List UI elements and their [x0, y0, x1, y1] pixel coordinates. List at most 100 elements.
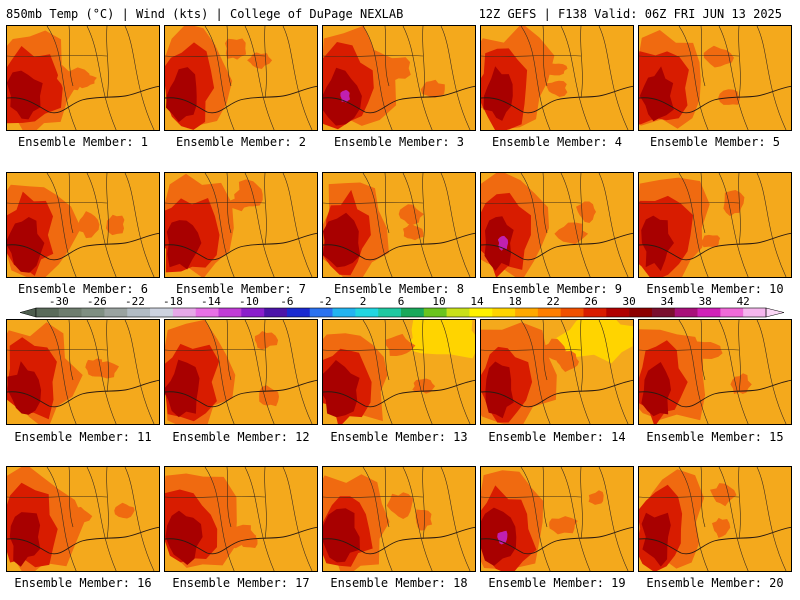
- colorbar-tick-label: 42: [737, 296, 750, 308]
- state-border: [323, 320, 425, 393]
- colorbar-segment: [423, 308, 447, 317]
- colorbar-segment: [629, 308, 653, 317]
- ensemble-member-label: Ensemble Member: 5: [649, 135, 781, 149]
- colorbar-segment: [515, 308, 539, 317]
- hottest-region: [323, 508, 360, 563]
- state-border: [639, 26, 741, 99]
- hottest-region: [639, 66, 674, 122]
- hot-patch: [544, 63, 568, 76]
- hot-patch: [73, 74, 97, 89]
- coastline: [639, 526, 791, 555]
- ensemble-member-label: Ensemble Member: 3: [333, 135, 465, 149]
- colorbar-segment: [401, 308, 425, 317]
- ensemble-member-map: [638, 466, 792, 572]
- colorbar-tick-label: -30: [49, 296, 69, 308]
- ensemble-member-map: [638, 25, 792, 131]
- hot-patch: [703, 45, 734, 68]
- ensemble-member-label: Ensemble Member: 12: [172, 430, 310, 444]
- hot-patch: [415, 509, 433, 531]
- ensemble-member-map: [480, 25, 634, 131]
- state-border: [165, 467, 267, 540]
- hot-patch: [712, 517, 731, 538]
- colorbar-high-arrow: [765, 307, 785, 318]
- colorbar-tick-label: -26: [87, 296, 107, 308]
- colorbar-segment: [332, 308, 356, 317]
- hot-patch: [383, 57, 411, 82]
- state-border: [481, 320, 583, 393]
- isotherm-contour: [362, 320, 471, 424]
- temperature-field: [165, 467, 317, 571]
- ensemble-member-label: Ensemble Member: 18: [330, 576, 468, 590]
- isotherm-contour: [204, 467, 313, 571]
- hot-patch: [554, 222, 589, 245]
- state-border: [639, 467, 741, 540]
- colorbar-segment: [537, 308, 561, 317]
- ensemble-member-label: Ensemble Member: 11: [14, 430, 152, 444]
- ensemble-member-label: Ensemble Member: 7: [175, 282, 307, 296]
- colorbar-segment: [560, 308, 584, 317]
- hottest-region: [641, 512, 671, 567]
- isotherm-contour: [204, 26, 313, 130]
- state-border: [481, 26, 583, 99]
- ensemble-member-map: [322, 172, 476, 278]
- hottest-region: [165, 359, 200, 418]
- hot-patch: [66, 506, 93, 526]
- ensemble-member-map: [322, 25, 476, 131]
- warm-yellow-region: [403, 320, 475, 359]
- hot-patch: [701, 234, 721, 248]
- temperature-field: [7, 320, 159, 424]
- state-border: [165, 26, 267, 99]
- coastline: [323, 526, 475, 555]
- ensemble-member-label: Ensemble Member: 8: [333, 282, 465, 296]
- header-right-title: 12Z GEFS | F138 Valid: 06Z FRI JUN 13 20…: [478, 7, 782, 21]
- isotherm-contour: [520, 320, 629, 424]
- hottest-region: [166, 67, 197, 123]
- ensemble-member-map: [480, 319, 634, 425]
- ensemble-member-map: [322, 319, 476, 425]
- isotherm-contour: [520, 26, 629, 130]
- colorbar-segment: [355, 308, 379, 317]
- colorbar-segment: [286, 308, 311, 317]
- coastline: [165, 379, 317, 408]
- coastline: [639, 379, 791, 408]
- isotherm-contour: [678, 320, 787, 424]
- hot-patch: [77, 211, 100, 239]
- colorbar-tick-label: -10: [239, 296, 259, 308]
- temperature-field: [481, 173, 633, 277]
- hottest-region: [7, 361, 42, 415]
- ensemble-member-label: Ensemble Member: 14: [488, 430, 626, 444]
- hot-patch: [398, 204, 424, 225]
- ensemble-member-label: Ensemble Member: 16: [14, 576, 152, 590]
- isotherm-contour: [46, 173, 155, 277]
- hot-patch: [227, 196, 251, 212]
- hot-patch: [576, 201, 596, 223]
- colorbar-segment: [651, 308, 676, 317]
- colorbar-tick-label: 38: [699, 296, 712, 308]
- hot-patch: [106, 214, 125, 236]
- isotherm-contour: [678, 173, 787, 277]
- coastline: [7, 85, 159, 114]
- hottest-region: [166, 220, 202, 270]
- coastline: [481, 379, 633, 408]
- colorbar-tick-label: -2: [318, 296, 331, 308]
- isotherm-contour: [362, 467, 471, 571]
- coastline: [323, 379, 475, 408]
- temperature-field: [7, 467, 159, 571]
- colorbar-tick-label: 10: [432, 296, 445, 308]
- colorbar-tick-label: -6: [280, 296, 293, 308]
- ensemble-member-label: Ensemble Member: 10: [646, 282, 784, 296]
- colorbar-segment: [36, 308, 60, 317]
- hot-patch: [710, 483, 737, 507]
- colorbar-segment: [264, 308, 288, 317]
- isotherm-contour: [46, 320, 155, 424]
- coastline: [481, 232, 633, 261]
- colorbar-tick-label: 2: [360, 296, 367, 308]
- hot-patch: [385, 333, 416, 356]
- coastline: [165, 85, 317, 114]
- temperature-colorbar: -30 -26 -22 -18 -14 -10 -6 -2 2 6 10 14 18 22 26 30 34 38…: [19, 296, 785, 318]
- temperature-field: [323, 320, 475, 424]
- colorbar-tick-label: -18: [163, 296, 183, 308]
- hottest-region: [165, 510, 203, 565]
- colorbar-segment: [446, 308, 470, 317]
- isotherm-contour: [204, 173, 313, 277]
